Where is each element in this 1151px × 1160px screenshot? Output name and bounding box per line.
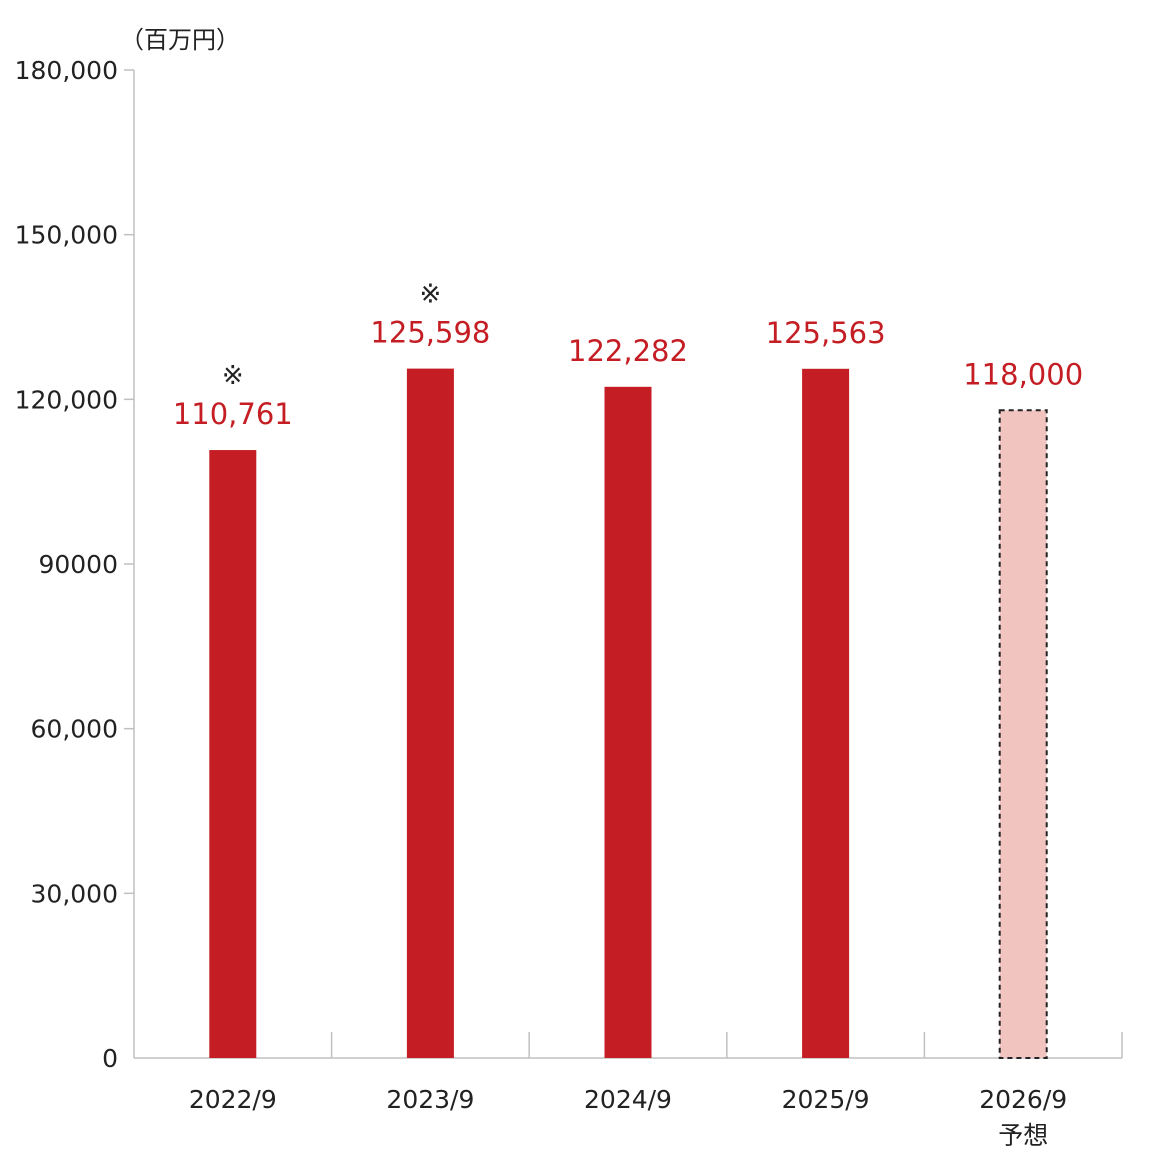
y-tick-label: 120,000 [15, 385, 118, 414]
value-labels: 110,761 125,598 122,282 125,563 118,000 [173, 316, 1083, 431]
y-axis: 0 30,000 60,000 90000 120,000 150,000 180,000 [15, 56, 135, 1073]
unit-label: （百万円） [120, 26, 240, 54]
data-label: 118,000 [963, 357, 1083, 391]
y-tick-label: 150,000 [15, 221, 118, 250]
category-labels: 2022/9 2023/9 2024/9 2025/9 2026/9 予想 [189, 1085, 1067, 1150]
y-tick-label: 30,000 [31, 879, 118, 908]
x-tick-label: 2024/9 [584, 1085, 672, 1114]
y-tick-label: 180,000 [15, 56, 118, 85]
data-label: 122,282 [568, 334, 688, 368]
data-label: 110,761 [173, 397, 293, 431]
note-mark: ※ [420, 280, 442, 310]
x-tick-sublabel: 予想 [998, 1121, 1048, 1150]
x-tick-label: 2022/9 [189, 1085, 277, 1114]
bar [604, 386, 652, 1058]
note-mark: ※ [222, 361, 244, 391]
data-label: 125,598 [370, 316, 490, 350]
bar [209, 450, 257, 1058]
note-marks: ※※ [222, 280, 441, 391]
bar [406, 368, 454, 1058]
y-tick-label: 90000 [38, 550, 118, 579]
x-tick-label: 2026/9 [979, 1085, 1067, 1114]
y-tick-label: 0 [102, 1044, 118, 1073]
y-tick-label: 60,000 [31, 715, 118, 744]
bar [802, 368, 850, 1058]
data-label: 125,563 [766, 316, 886, 350]
x-tick-label: 2023/9 [386, 1085, 474, 1114]
bars [209, 368, 1048, 1059]
x-tick-label: 2025/9 [782, 1085, 870, 1114]
bar-forecast [998, 409, 1048, 1059]
